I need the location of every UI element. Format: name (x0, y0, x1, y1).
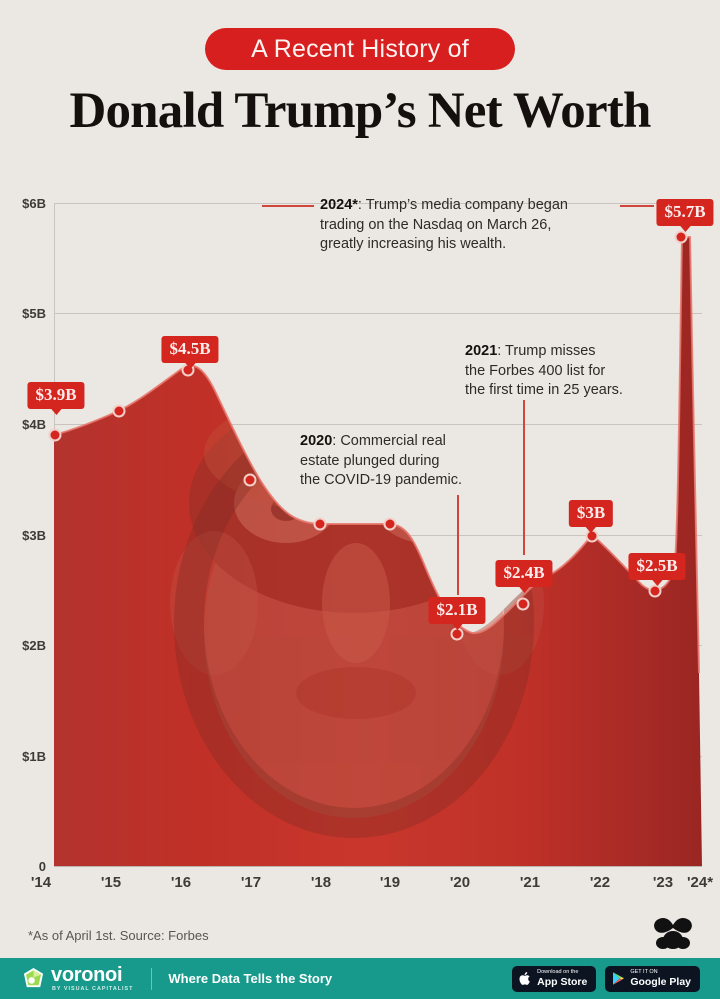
apple-icon (519, 972, 530, 985)
x-tick-19: '19 (379, 874, 401, 891)
google-play-icon (613, 972, 625, 985)
footer-divider (151, 967, 153, 990)
y-tick-2b: $2B (22, 638, 46, 653)
value-label-22: $3B (568, 500, 614, 533)
annotation-2024-line1: : Trump’s media company began (357, 197, 569, 213)
google-play-small-text: GET IT ON (630, 968, 658, 975)
data-point-18[interactable] (313, 517, 327, 531)
net-worth-area-svg (54, 236, 702, 867)
app-store-large-text: App Store (537, 976, 588, 988)
area-outline (54, 236, 700, 674)
y-tick-4b: $4B (22, 417, 46, 432)
data-point-24[interactable] (674, 230, 688, 244)
footer-bar: voronoi BY VISUAL CAPITALIST Where Data … (0, 958, 720, 999)
page-title: Donald Trump’s Net Worth (69, 83, 651, 139)
data-point-21[interactable] (516, 597, 530, 611)
annotation-2024-year: 2024* (320, 197, 358, 213)
data-point-19[interactable] (383, 517, 397, 531)
voronoi-subtitle: BY VISUAL CAPITALIST (52, 985, 134, 992)
value-label-21: $2.4B (495, 560, 553, 593)
leader-line-2024-right (620, 205, 654, 207)
annotation-2020-line1: : Commercial real (332, 433, 446, 449)
voronoi-logo[interactable]: voronoi BY VISUAL CAPITALIST (22, 965, 133, 992)
footer-tagline: Where Data Tells the Story (168, 971, 333, 986)
app-store-badge[interactable]: Download on the App Store (512, 965, 597, 992)
annotation-2020: 2020: Commercial real estate plunged dur… (300, 432, 510, 491)
data-point-15[interactable] (112, 404, 126, 418)
y-tick-3b: $3B (22, 528, 46, 543)
voronoi-mark-icon (23, 967, 44, 988)
x-tick-16: '16 (170, 874, 192, 891)
gridline-6b (54, 203, 702, 204)
annotation-2020-year: 2020 (300, 433, 333, 449)
value-label-23: $2.5B (628, 553, 686, 586)
app-badges: Download on the App Store GET IT ON Goog… (512, 965, 700, 992)
leader-line-2020 (457, 495, 459, 595)
voronoi-wordmark: voronoi (51, 963, 123, 986)
gridline-4b (54, 424, 702, 425)
y-tick-1b: $1B (22, 749, 46, 764)
data-point-14[interactable] (48, 428, 62, 442)
visual-capitalist-logo-icon (654, 917, 692, 949)
google-play-large-text: Google Play (630, 976, 691, 988)
app-store-small-text: Download on the (537, 968, 579, 975)
annotation-2021: 2021: Trump misses the Forbes 400 list f… (465, 342, 655, 401)
annotation-2021-line3: the first time in 25 years. (465, 382, 623, 399)
data-point-23[interactable] (648, 584, 662, 598)
annotation-2024-line3: greatly increasing his wealth. (320, 236, 507, 253)
y-tick-5b: $5B (22, 306, 46, 321)
annotation-2024: 2024*: Trump’s media company began tradi… (320, 196, 620, 255)
google-play-badge[interactable]: GET IT ON Google Play (605, 965, 700, 992)
kicker-badge: A Recent History of (205, 28, 515, 70)
leader-line-2021 (523, 400, 525, 555)
x-tick-20: '20 (449, 874, 471, 891)
data-point-17[interactable] (243, 473, 257, 487)
value-label-20: $2.1B (428, 597, 486, 630)
x-axis-line (54, 866, 702, 867)
source-note: *As of April 1st. Source: Forbes (28, 928, 209, 943)
annotation-2021-year: 2021 (465, 343, 498, 359)
x-tick-17: '17 (240, 874, 262, 891)
y-tick-6b: $6B (22, 196, 46, 211)
y-tick-0: 0 (38, 859, 46, 874)
annotation-2020-line3: the COVID-19 pandemic. (300, 472, 462, 489)
value-label-16: $4.5B (161, 336, 219, 369)
leader-line-2024-left (262, 205, 314, 207)
x-tick-23: '23 (652, 874, 674, 891)
gridline-5b (54, 313, 702, 314)
x-tick-15: '15 (100, 874, 122, 891)
annotation-2020-line2: estate plunged during (300, 452, 440, 469)
x-tick-22: '22 (589, 874, 611, 891)
value-label-24: $5.7B (656, 199, 714, 232)
annotation-2021-line2: the Forbes 400 list for (465, 362, 606, 379)
kicker-text: A Recent History of (251, 34, 469, 63)
x-tick-18: '18 (310, 874, 332, 891)
value-label-14: $3.9B (27, 382, 85, 415)
x-tick-14: '14 (30, 874, 52, 891)
chart-series-area (54, 203, 702, 867)
x-tick-21: '21 (519, 874, 541, 891)
annotation-2021-line1: : Trump misses (497, 343, 596, 359)
x-tick-24: '24* (686, 874, 714, 891)
annotation-2024-line2: trading on the Nasdaq on March 26, (320, 216, 552, 233)
